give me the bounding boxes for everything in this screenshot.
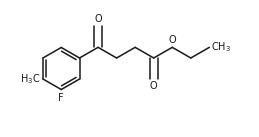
Text: O: O bbox=[94, 14, 102, 24]
Text: O: O bbox=[168, 35, 176, 45]
Text: O: O bbox=[150, 81, 157, 91]
Text: F: F bbox=[59, 93, 64, 103]
Text: H$_3$C: H$_3$C bbox=[20, 72, 40, 86]
Text: CH$_3$: CH$_3$ bbox=[211, 40, 231, 54]
